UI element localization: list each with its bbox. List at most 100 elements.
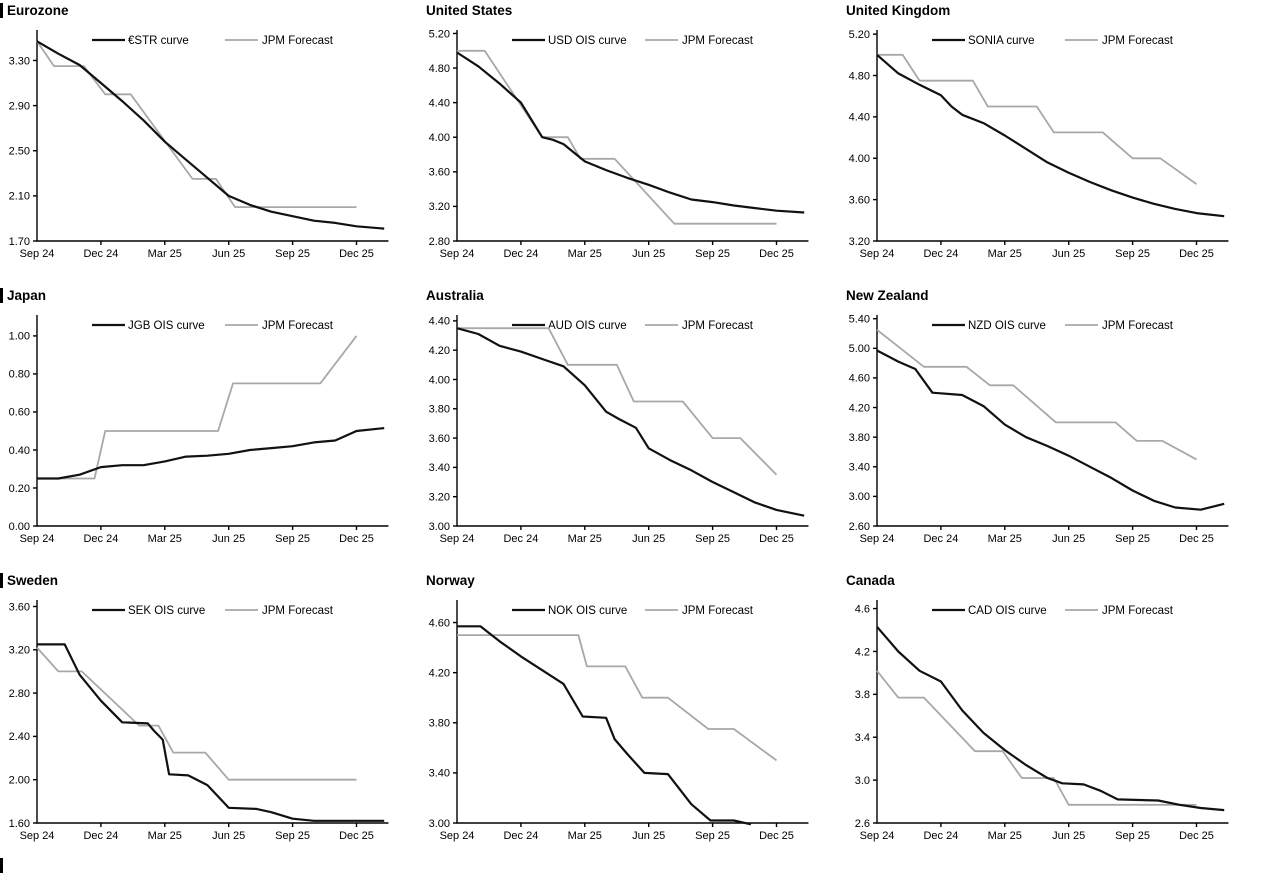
x-tick-label: Sep 24 — [860, 830, 895, 842]
chart-plot-australia: 3.00 3.20 3.40 3.60 3.80 4.00 4.20 4.40 Sep 24 De… — [429, 315, 809, 545]
x-tick-label: Sep 24 — [20, 248, 55, 260]
x-tick-label: Mar 25 — [148, 533, 182, 545]
x-tick-label: Dec 25 — [339, 533, 374, 545]
y-tick-label: 3.40 — [849, 462, 870, 474]
y-tick-label: 3.30 — [9, 55, 30, 67]
x-tick-label: Dec 24 — [83, 533, 118, 545]
x-tick-label: Mar 25 — [148, 830, 182, 842]
legend-label: €STR curve — [128, 35, 189, 47]
legend-label: SEK OIS curve — [128, 605, 205, 617]
x-tick-label: Jun 25 — [212, 533, 245, 545]
y-tick-label: 4.40 — [429, 97, 450, 109]
legend-label: SONIA curve — [968, 35, 1034, 47]
y-tick-label: 2.80 — [429, 236, 450, 248]
series-line-jpm-forecast — [36, 40, 357, 209]
y-tick-label: 3.80 — [849, 432, 870, 444]
series-line-jpm-forecast — [877, 53, 1198, 185]
x-tick-label: Mar 25 — [568, 830, 602, 842]
x-tick-label: Dec 25 — [1179, 533, 1214, 545]
x-tick-label: Jun 25 — [1052, 533, 1085, 545]
x-tick-label: Jun 25 — [1052, 248, 1085, 260]
chart-title-japan: Japan — [0, 288, 420, 303]
y-tick-label: 5.20 — [849, 29, 870, 41]
legend-label: JPM Forecast — [682, 35, 754, 47]
chart-plot-canada: 2.6 3.0 3.4 3.8 4.2 4.6 Sep 24 Dec 24 Mar 25 Jun … — [855, 600, 1229, 842]
y-tick-label: 3.80 — [429, 404, 450, 416]
x-tick-label: Dec 24 — [83, 248, 118, 260]
y-tick-label: 3.40 — [429, 768, 450, 780]
y-tick-label: 3.60 — [9, 601, 30, 613]
x-tick-label: Dec 25 — [759, 830, 794, 842]
y-tick-label: 2.10 — [9, 191, 30, 203]
chart-plot-japan: 0.00 0.20 0.40 0.60 0.80 1.00 Sep 24 Dec 24 Mar … — [9, 315, 389, 545]
x-tick-label: Dec 25 — [339, 830, 374, 842]
y-tick-label: 4.00 — [849, 153, 870, 165]
y-tick-label: 4.80 — [429, 63, 450, 75]
y-tick-label: 1.70 — [9, 236, 30, 248]
x-tick-label: Sep 25 — [275, 533, 310, 545]
y-tick-label: 2.60 — [849, 521, 870, 533]
y-tick-label: 3.20 — [429, 201, 450, 213]
y-tick-label: 2.6 — [855, 818, 870, 830]
x-tick-label: Sep 24 — [440, 830, 475, 842]
y-tick-label: 2.90 — [9, 100, 30, 112]
series-line-jpm-forecast — [876, 329, 1197, 461]
x-tick-label: Jun 25 — [632, 533, 665, 545]
y-tick-label: 3.60 — [849, 194, 870, 206]
x-tick-label: Dec 24 — [83, 830, 118, 842]
chart-title-sweden: Sweden — [0, 573, 420, 588]
legend-label: JPM Forecast — [262, 605, 334, 617]
y-tick-label: 2.00 — [9, 774, 30, 786]
x-tick-label: Jun 25 — [1052, 830, 1085, 842]
y-tick-label: 3.00 — [429, 818, 450, 830]
series-line-jpm-forecast — [36, 646, 357, 781]
series-line-cad-ois-curve — [876, 626, 1225, 812]
x-tick-label: Dec 25 — [759, 533, 794, 545]
series-line--str-curve — [36, 40, 385, 230]
legend-label: JPM Forecast — [1102, 320, 1174, 332]
chart-panel-canada: Canada 2.6 3.0 3.4 3.8 4.2 4.6 Sep 24 Dec 24 Mar… — [840, 570, 1264, 873]
y-tick-label: 3.00 — [849, 491, 870, 503]
x-tick-label: Sep 24 — [440, 533, 475, 545]
x-tick-label: Sep 25 — [695, 830, 730, 842]
x-tick-label: Jun 25 — [632, 248, 665, 260]
y-tick-label: 3.20 — [429, 491, 450, 503]
legend-label: JPM Forecast — [1102, 605, 1174, 617]
y-tick-label: 4.00 — [429, 132, 450, 144]
y-tick-label: 3.0 — [855, 775, 870, 787]
y-tick-label: 5.40 — [849, 314, 870, 326]
chart-plot-sweden: 1.60 2.00 2.40 2.80 3.20 3.60 Sep 24 Dec 24 Mar … — [9, 600, 389, 842]
chart-title-norway: Norway — [426, 573, 475, 588]
chart-panel-united-states: United States 2.80 3.20 3.60 4.00 4.40 4.80 5.… — [420, 0, 840, 285]
x-tick-label: Sep 25 — [275, 248, 310, 260]
x-tick-label: Dec 25 — [759, 248, 794, 260]
legend-label: JPM Forecast — [682, 320, 754, 332]
x-tick-label: Sep 25 — [1115, 830, 1150, 842]
x-tick-label: Mar 25 — [568, 533, 602, 545]
legend-label: NZD OIS curve — [968, 320, 1046, 332]
chart-panel-new-zealand: New Zealand 2.60 3.00 3.40 3.80 4.20 4.60 5.00… — [840, 285, 1264, 570]
x-tick-label: Mar 25 — [148, 248, 182, 260]
x-tick-label: Dec 25 — [1179, 248, 1214, 260]
y-tick-label: 4.20 — [849, 402, 870, 414]
y-tick-label: 0.00 — [9, 521, 30, 533]
x-tick-label: Sep 24 — [20, 830, 55, 842]
chart-title-australia: Australia — [426, 288, 484, 303]
legend-label: NOK OIS curve — [548, 605, 627, 617]
y-tick-label: 4.60 — [429, 617, 450, 629]
y-tick-label: 2.50 — [9, 146, 30, 158]
y-tick-label: 0.60 — [9, 407, 30, 419]
series-line-nzd-ois-curve — [876, 349, 1225, 511]
y-tick-label: 4.20 — [429, 667, 450, 679]
x-tick-label: Dec 25 — [339, 248, 374, 260]
y-tick-label: 3.20 — [9, 645, 30, 657]
y-tick-label: 1.00 — [9, 331, 30, 343]
chart-plot-united-states: 2.80 3.20 3.60 4.00 4.40 4.80 5.20 Sep 24 Dec 24… — [429, 28, 809, 260]
x-tick-label: Sep 24 — [20, 533, 55, 545]
y-tick-label: 4.00 — [429, 374, 450, 386]
y-tick-label: 3.80 — [429, 718, 450, 730]
x-tick-label: Sep 25 — [1115, 248, 1150, 260]
legend-label: JPM Forecast — [682, 605, 754, 617]
y-tick-label: 4.80 — [849, 70, 870, 82]
x-tick-label: Sep 25 — [275, 830, 310, 842]
